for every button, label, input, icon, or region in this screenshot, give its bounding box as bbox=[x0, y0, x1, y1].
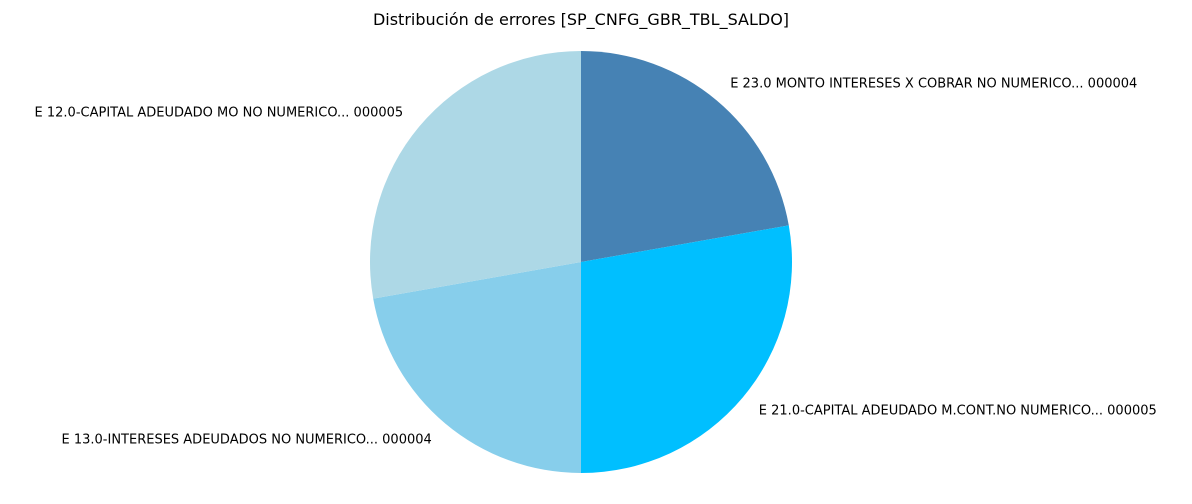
pie-slice-3 bbox=[370, 51, 581, 299]
chart-title: Distribución de errores [SP_CNFG_GBR_TBL… bbox=[373, 10, 789, 30]
pie-slice-label-1: E 21.0-CAPITAL ADEUDADO M.CONT.NO NUMERI… bbox=[759, 404, 1157, 419]
pie-slice-label-2: E 13.0-INTERESES ADEUDADOS NO NUMERICO..… bbox=[62, 432, 432, 447]
pie-slice-label-3: E 12.0-CAPITAL ADEUDADO MO NO NUMERICO..… bbox=[35, 105, 404, 120]
pie-slice-1 bbox=[581, 225, 792, 473]
pie-slice-0 bbox=[581, 51, 789, 262]
pie-slices bbox=[370, 51, 792, 473]
pie-slice-2 bbox=[373, 262, 581, 473]
pie-labels: E 23.0 MONTO INTERESES X COBRAR NO NUMER… bbox=[35, 77, 1157, 448]
pie-slice-label-0: E 23.0 MONTO INTERESES X COBRAR NO NUMER… bbox=[730, 77, 1137, 92]
